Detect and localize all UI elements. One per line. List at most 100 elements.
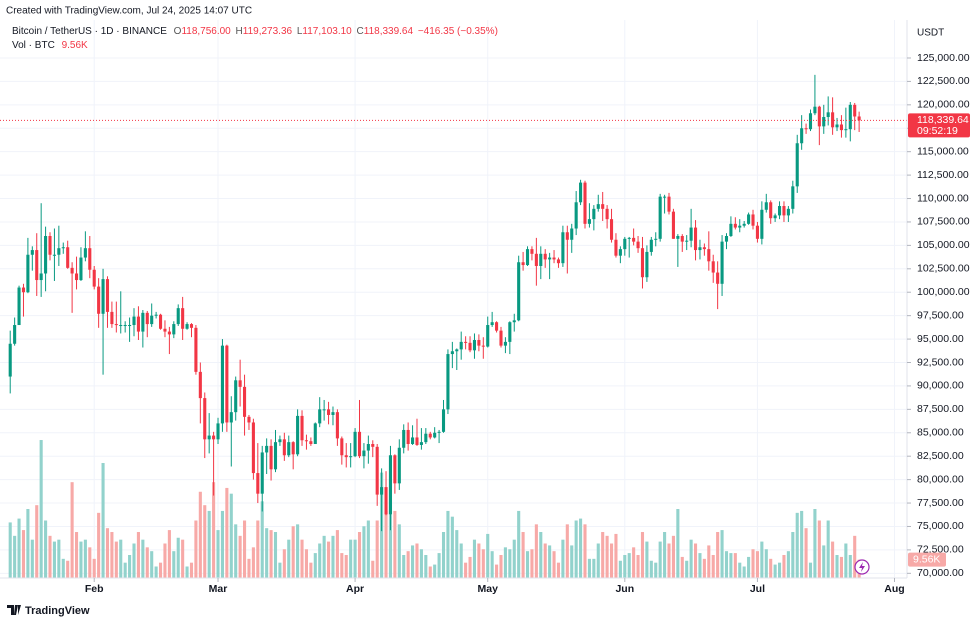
volume-bar	[119, 539, 123, 578]
candle-body	[74, 273, 79, 281]
x-tick-label: Feb	[85, 583, 104, 595]
volume-bar	[145, 547, 149, 578]
candle-body	[189, 324, 194, 328]
candle-body	[601, 204, 605, 209]
candle-body	[357, 431, 362, 457]
candle-body	[481, 345, 485, 347]
volume-bar	[388, 489, 393, 578]
volume-bar	[247, 558, 251, 578]
quick-action[interactable]	[854, 559, 870, 575]
volume-bar	[508, 549, 512, 578]
candle-body	[57, 248, 61, 255]
candle-body	[698, 247, 702, 251]
volume-bar	[402, 555, 406, 578]
candle-body	[826, 112, 830, 118]
candle-body	[172, 324, 176, 335]
candle-body	[760, 209, 764, 239]
candle-body	[800, 128, 804, 144]
candle-body	[654, 238, 658, 240]
volume-bar	[433, 564, 437, 578]
candle-body	[755, 225, 759, 239]
volume-bar	[216, 530, 220, 578]
candle-body	[327, 409, 331, 415]
candle-body	[21, 287, 26, 293]
candle-body	[534, 253, 538, 266]
volume-bar	[265, 528, 269, 578]
volume-bar	[786, 551, 790, 578]
ohlc-value: 117,103.10	[302, 26, 352, 37]
candle-body	[150, 315, 154, 325]
candle-body	[415, 437, 419, 445]
volume-bar	[172, 551, 176, 578]
volume-bar	[83, 539, 87, 578]
x-tick-label: Apr	[346, 583, 364, 595]
candle-body	[123, 325, 127, 327]
candle-body	[48, 236, 52, 255]
candle-body	[79, 257, 83, 281]
y-tick-label: 110,000.00	[917, 192, 969, 204]
candle-body	[433, 432, 437, 438]
volume-bar	[132, 543, 136, 578]
volume-bar	[384, 510, 388, 578]
volume-bar	[167, 530, 171, 578]
volume-bar	[530, 549, 534, 578]
candle-body	[388, 455, 393, 515]
volume-bar	[313, 553, 317, 578]
candle-body	[8, 343, 12, 377]
volume-value: 9.56K	[62, 40, 88, 51]
volume-bar	[52, 541, 56, 578]
volume-bar	[676, 509, 680, 578]
volume-bar	[587, 558, 591, 578]
volume-bar	[543, 543, 547, 578]
candle-body	[419, 442, 423, 445]
volume-bar	[450, 516, 454, 578]
volume-bar	[565, 524, 569, 578]
candle-body	[181, 308, 185, 329]
volume-bar	[464, 562, 468, 578]
candle-body	[132, 316, 136, 326]
candle-body	[543, 253, 547, 260]
volume-bar	[340, 553, 344, 578]
candle-body	[459, 341, 463, 350]
candle-body	[609, 219, 614, 240]
volume-bar	[596, 543, 600, 578]
volume-bar	[649, 560, 653, 578]
candle-body	[702, 247, 706, 250]
volume-bar	[645, 541, 649, 578]
volume-bar	[800, 510, 804, 578]
volume-bar	[521, 532, 525, 578]
candle-body	[782, 206, 786, 216]
candle-body	[70, 267, 74, 274]
candle-body	[570, 228, 574, 240]
volume-bar	[35, 505, 39, 578]
candle-body	[309, 441, 313, 445]
candle-body	[145, 312, 149, 325]
candle-body	[450, 351, 454, 355]
y-tick-label: 72,500.00	[917, 544, 964, 556]
volume-bar	[831, 541, 835, 578]
y-tick-label: 87,500.00	[917, 403, 964, 415]
y-tick-label: 82,500.00	[917, 450, 964, 462]
candle-body	[216, 423, 220, 440]
volume-bar	[278, 562, 282, 578]
candle-body	[441, 409, 446, 432]
volume-pane	[8, 440, 861, 578]
volume-bar	[548, 545, 552, 578]
candle-body	[733, 223, 737, 228]
volume-bar	[525, 551, 530, 578]
ohlc-label: H	[236, 26, 243, 37]
candle-body	[685, 240, 689, 242]
volume-bar	[393, 510, 397, 578]
candle-body	[552, 257, 556, 260]
volume-bar	[260, 501, 264, 578]
candle-body	[331, 412, 335, 415]
volume-bar	[362, 526, 366, 578]
y-tick-label: 107,500.00	[917, 216, 970, 228]
volume-bar	[499, 555, 503, 578]
volume-bar	[614, 533, 618, 578]
candle-body	[13, 325, 17, 344]
volume-bar	[243, 520, 247, 578]
volume-bar	[680, 556, 684, 578]
volume-bar	[601, 532, 605, 578]
